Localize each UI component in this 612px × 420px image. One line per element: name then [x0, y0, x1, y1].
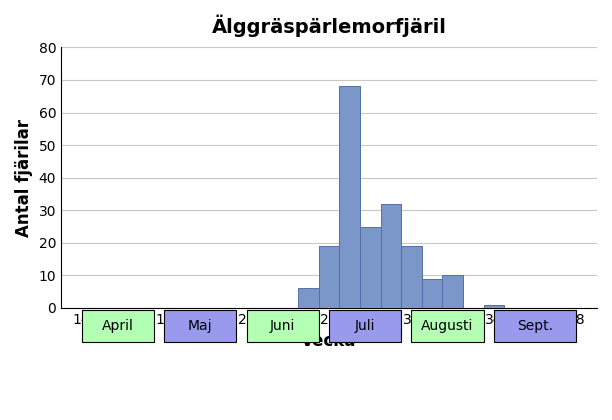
- Text: Juni: Juni: [270, 319, 296, 333]
- Bar: [339, 87, 360, 308]
- Text: Maj: Maj: [188, 319, 212, 333]
- Bar: [381, 204, 401, 308]
- Bar: [360, 226, 381, 308]
- Bar: [319, 246, 339, 308]
- Bar: [483, 305, 504, 308]
- Y-axis label: Antal fjärilar: Antal fjärilar: [15, 119, 33, 236]
- Text: Sept.: Sept.: [517, 319, 553, 333]
- Bar: [442, 276, 463, 308]
- Bar: [401, 246, 422, 308]
- Text: April: April: [102, 319, 133, 333]
- Text: Juli: Juli: [355, 319, 375, 333]
- Bar: [298, 289, 319, 308]
- Bar: [422, 278, 442, 308]
- X-axis label: Vecka: Vecka: [301, 332, 357, 350]
- Text: Augusti: Augusti: [422, 319, 474, 333]
- Title: Älggräspärlemorfjäril: Älggräspärlemorfjäril: [212, 15, 447, 37]
